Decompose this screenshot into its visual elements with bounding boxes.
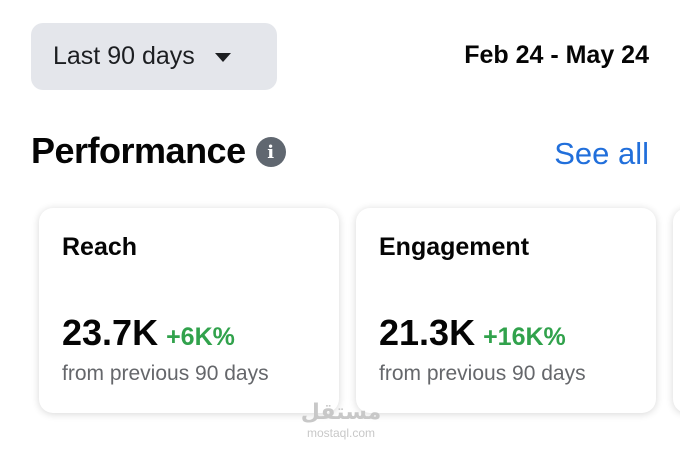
info-icon[interactable]: i (255, 137, 286, 167)
engagement-subtext: from previous 90 days (379, 362, 586, 385)
engagement-change: +16K% (483, 323, 566, 351)
date-range-text: Feb 24 - May 24 (464, 41, 649, 69)
caret-down-icon (214, 53, 231, 62)
next-card-peek[interactable] (673, 208, 680, 413)
reach-metric: 23.7K +6K% (62, 312, 316, 354)
watermark: مستقل mostaql.com (299, 400, 383, 440)
engagement-metric: 21.3K +16K% (379, 312, 633, 354)
see-all-link[interactable]: See all (554, 136, 649, 171)
reach-change: +6K% (166, 323, 235, 351)
reach-card[interactable]: Reach 23.7K +6K% from previous 90 days (39, 208, 339, 413)
reach-value: 23.7K (62, 312, 159, 353)
watermark-arabic: مستقل (300, 400, 382, 425)
performance-header: Performance i (31, 130, 286, 172)
date-range-dropdown[interactable]: Last 90 days (31, 23, 277, 90)
watermark-latin: mostaql.com (306, 426, 376, 440)
date-range-dropdown-label: Last 90 days (53, 42, 195, 70)
performance-title: Performance (31, 130, 246, 171)
reach-card-label: Reach (62, 233, 138, 261)
reach-subtext: from previous 90 days (62, 362, 269, 385)
engagement-value: 21.3K (379, 312, 476, 353)
engagement-card-label: Engagement (379, 233, 530, 261)
metric-cards: Reach 23.7K +6K% from previous 90 days E… (0, 200, 680, 430)
engagement-card[interactable]: Engagement 21.3K +16K% from previous 90 … (356, 208, 656, 413)
